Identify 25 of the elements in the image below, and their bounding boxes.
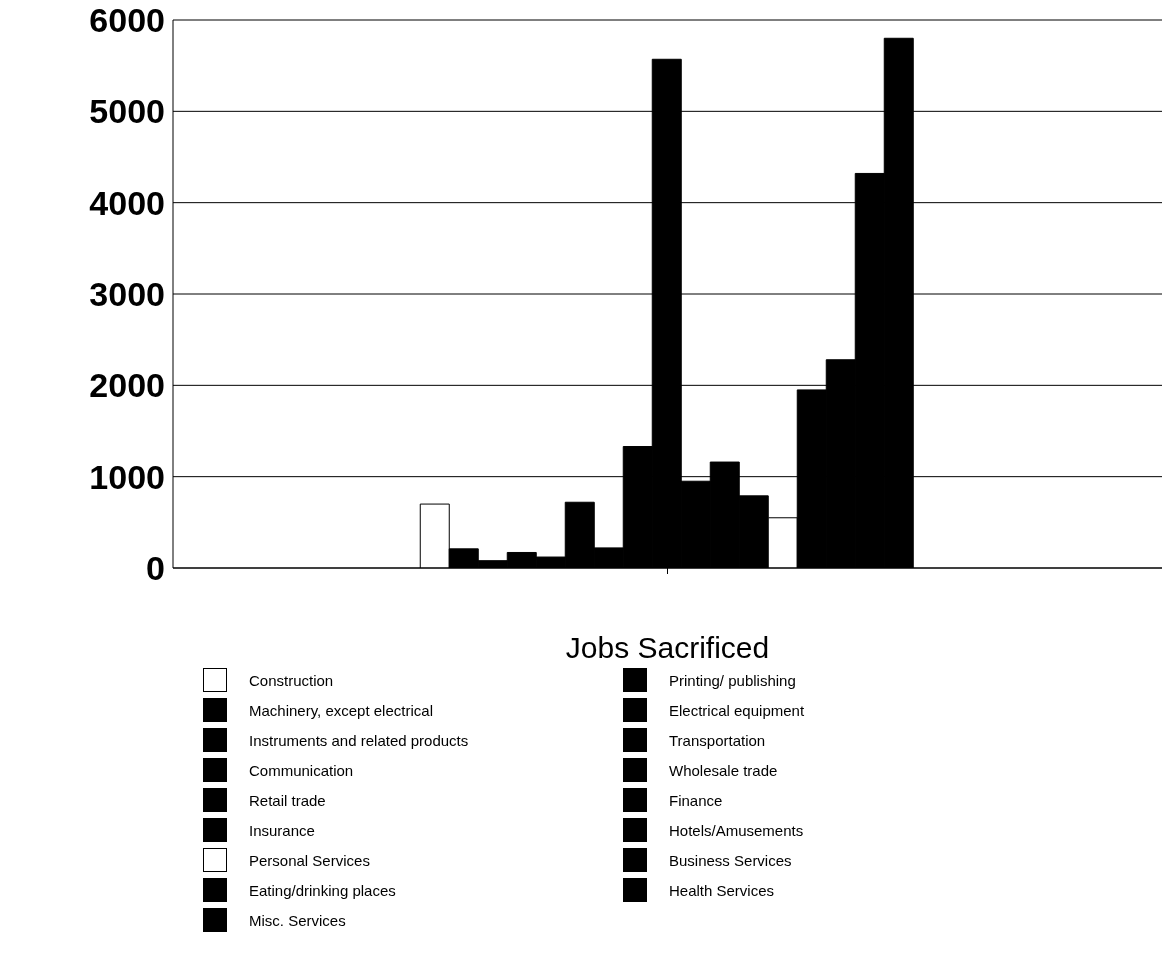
x-axis-title: Jobs Sacrificed bbox=[565, 631, 770, 664]
legend-label: Machinery, except electrical bbox=[249, 701, 433, 719]
legend-label: Personal Services bbox=[249, 851, 370, 869]
legend-label: Finance bbox=[669, 791, 723, 809]
legend-label: Eating/drinking places bbox=[249, 881, 396, 899]
legend-label: Instruments and related products bbox=[249, 731, 469, 749]
legend-label: Construction bbox=[249, 671, 334, 689]
legend-label: Electrical equipment bbox=[669, 701, 805, 719]
legend-label: Transportation bbox=[669, 731, 766, 749]
y-tick-label: 1000 bbox=[89, 457, 165, 496]
y-tick-label: 6000 bbox=[89, 1, 165, 40]
legend-label: Hotels/Amusements bbox=[669, 821, 804, 839]
legend-label: Business Services bbox=[669, 851, 792, 869]
legend-label: Printing/ publishing bbox=[669, 671, 796, 689]
y-tick-label: 2000 bbox=[89, 366, 165, 405]
y-tick-label: 0 bbox=[146, 549, 165, 588]
legend-label: Communication bbox=[249, 761, 354, 779]
y-tick-label: 4000 bbox=[89, 183, 165, 222]
legend-label: Retail trade bbox=[249, 791, 326, 809]
legend-label: Insurance bbox=[249, 821, 315, 839]
y-tick-label: 3000 bbox=[89, 275, 165, 314]
y-tick-label: 5000 bbox=[89, 92, 165, 131]
legend-label: Wholesale trade bbox=[669, 761, 778, 779]
legend-label: Health Services bbox=[669, 881, 775, 899]
legend-label: Misc. Services bbox=[249, 911, 346, 929]
